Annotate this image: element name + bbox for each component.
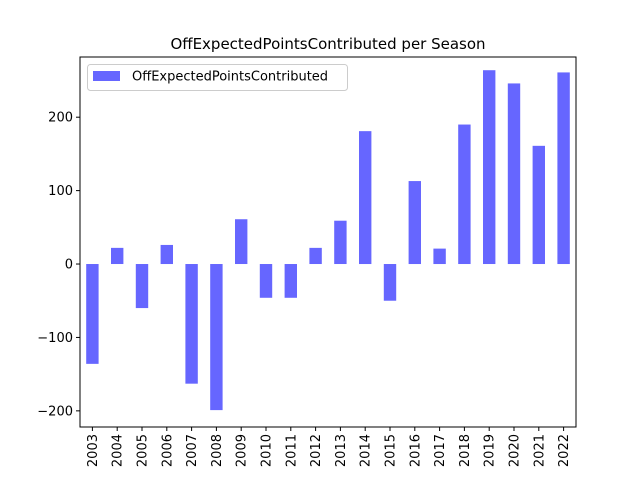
- bar-2011: [284, 264, 297, 298]
- x-tick-label: 2013: [334, 434, 349, 467]
- x-tick-label: 2009: [235, 434, 250, 467]
- bar-2017: [433, 248, 446, 265]
- x-tick-label: 2018: [458, 434, 473, 467]
- x-tick-label: 2007: [185, 434, 200, 467]
- bar-2020: [507, 83, 521, 265]
- bar-2015: [383, 264, 397, 301]
- y-tick-label: −200: [37, 404, 73, 419]
- x-tick-label: 2021: [532, 434, 547, 467]
- bar-2013: [334, 220, 347, 265]
- x-tick-label: 2011: [284, 434, 299, 467]
- x-axis: 2003 2004 2005 2006 2007 2008 2009 2010 2011 2012…: [86, 427, 572, 467]
- bar-2022: [557, 72, 570, 265]
- bar-2003: [86, 264, 99, 364]
- x-tick-label: 2020: [508, 434, 523, 467]
- x-tick-label: 2014: [359, 434, 374, 467]
- bar-2008: [210, 264, 223, 411]
- chart-title: OffExpectedPointsContributed per Season: [170, 35, 485, 53]
- legend-swatch: [93, 71, 120, 81]
- x-tick-label: 2006: [160, 434, 175, 467]
- y-tick-label: 200: [48, 111, 73, 126]
- bar-2019: [483, 70, 496, 265]
- bar-2009: [235, 219, 248, 265]
- plot-area: [79, 56, 577, 428]
- legend-box: [87, 64, 348, 91]
- x-tick-label: 2010: [260, 434, 275, 467]
- legend-label: OffExpectedPointsContributed: [132, 70, 328, 85]
- bar-2021: [532, 145, 545, 265]
- x-tick-label: 2016: [408, 434, 423, 467]
- bar-2007: [185, 264, 198, 384]
- x-tick-label: 2022: [557, 434, 572, 467]
- bar-2012: [309, 247, 322, 265]
- bar-2014: [359, 131, 372, 265]
- x-tick-label: 2005: [136, 434, 151, 467]
- bar-2004: [111, 247, 124, 265]
- bar-2006: [160, 244, 173, 265]
- bar-2010: [259, 264, 273, 298]
- y-axis: −200 −100 0 100 200: [37, 111, 80, 419]
- x-tick-label: 2015: [384, 434, 399, 467]
- y-tick-label: 0: [65, 258, 73, 273]
- legend: OffExpectedPointsContributed: [87, 64, 348, 91]
- y-tick-label: 100: [48, 184, 73, 199]
- x-tick-label: 2017: [433, 434, 448, 467]
- bar-2018: [458, 124, 471, 265]
- x-tick-label: 2003: [86, 434, 101, 467]
- x-tick-label: 2019: [483, 434, 498, 467]
- x-tick-label: 2012: [309, 434, 324, 467]
- bar-2005: [135, 264, 149, 309]
- x-tick-label: 2008: [210, 434, 225, 467]
- x-tick-label: 2004: [111, 434, 126, 467]
- bar-2016: [408, 181, 421, 265]
- y-tick-label: −100: [37, 331, 73, 346]
- axes-frame: [79, 56, 577, 428]
